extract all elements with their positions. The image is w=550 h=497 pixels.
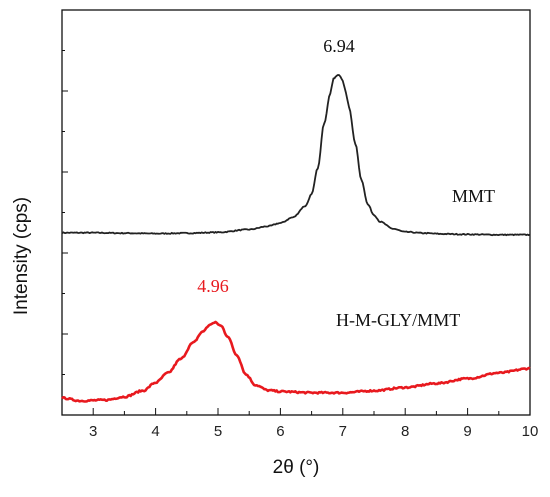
- annotation-label-mmt: MMT: [452, 186, 495, 206]
- x-tick-label: 8: [401, 423, 409, 440]
- x-tick-label: 10: [522, 423, 539, 440]
- x-tick-label: 3: [89, 423, 97, 440]
- x-tick-label: 6: [276, 423, 284, 440]
- series-line-mmt: [61, 74, 531, 237]
- x-tick-label: 5: [214, 423, 222, 440]
- series-layer: [61, 74, 531, 403]
- series-line-h-m-gly-mmt: [61, 320, 531, 403]
- x-tick-label: 7: [339, 423, 347, 440]
- plot-frame: [61, 9, 531, 416]
- annotation-peak-hmgly: 4.96: [197, 276, 229, 296]
- annotation-label-hmgly: H-M-GLY/MMT: [336, 310, 460, 330]
- y-axis-ticks: [62, 50, 68, 375]
- annotation-peak-mmt: 6.94: [323, 36, 355, 56]
- y-axis-label: Intensity (cps): [11, 197, 32, 315]
- x-tick-label: 4: [151, 423, 159, 440]
- x-tick-label: 9: [463, 423, 471, 440]
- x-axis-ticks: 3 4 5 6 7 8 9 10: [89, 408, 538, 440]
- x-axis-label: 2θ (°): [273, 457, 320, 478]
